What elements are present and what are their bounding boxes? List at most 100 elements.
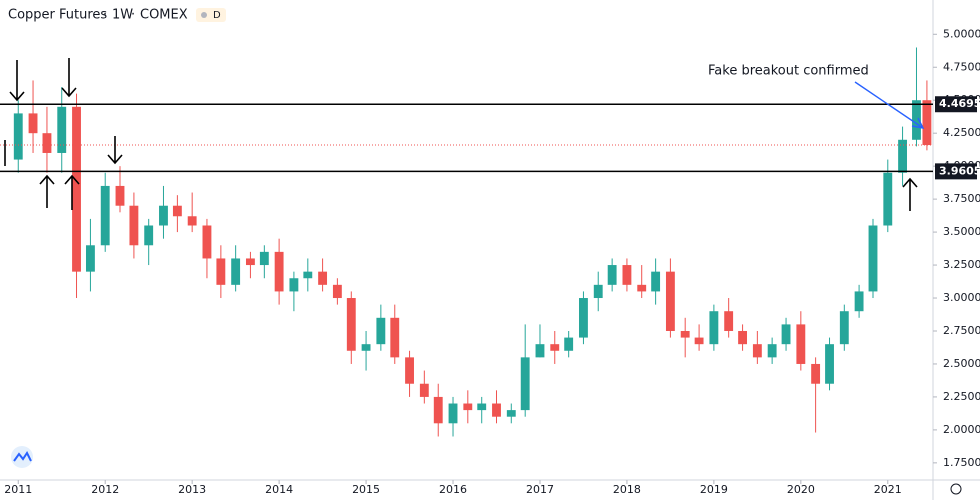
candle-body [361,344,371,351]
candle-body [680,330,690,338]
candle-body [564,337,574,351]
candle-body [781,324,791,345]
settings-icon[interactable] [950,483,962,495]
badge-dot [201,12,207,18]
candle-body [303,271,313,279]
overlay: Copper Futures · 1W · COMEX D Fake break… [4,8,962,495]
annotation-arrow [854,81,925,129]
y-tick-label: 2.0000 [943,423,980,436]
candle-body [289,278,299,292]
x-tick-label: 2018 [613,483,641,496]
interval: 1W [112,8,133,23]
y-tick-label: 3.0000 [943,291,980,304]
candle-body [694,337,704,345]
badge: D [213,10,221,21]
annotation: Fake breakout confirmed [708,64,869,79]
y-tick-label: 3.7500 [943,192,980,205]
candle-body [332,284,342,299]
candle-body [912,100,921,140]
x-tick-label: 2013 [178,483,206,496]
candle-body [159,205,168,226]
candle-body [637,284,647,292]
plot: 1.7500 2.0000 2.2500 2.5000 2.7500 3.0000 3.25… [0,27,980,496]
candle-body [318,271,328,285]
candle-body [274,251,284,292]
candle-body [492,403,501,417]
candle-body [433,396,443,424]
candle-body [100,185,110,246]
candle-body [550,344,560,351]
candle-body [854,291,864,312]
level-label: 4.4695 [939,97,980,110]
candle-body [752,344,762,358]
candle-body [535,344,545,358]
candle-body [390,317,400,358]
y-tick-label: 3.2500 [943,258,980,271]
candle-body [593,284,603,299]
down-arrow [9,60,25,102]
y-tick-label: 5.0000 [943,27,980,40]
level-label: 3.9605 [939,164,980,177]
candle-body [796,324,806,364]
up-arrow [902,177,918,211]
candle-body [506,410,516,417]
candle-body [28,113,38,134]
candle-body [738,330,748,345]
candle-body [811,363,821,384]
candle-body [767,344,777,358]
y-tick-label: 4.2500 [943,126,980,139]
y-tick-label: 2.2500 [943,390,980,403]
y-tick-label: 2.5000 [943,357,980,370]
candle-body [825,344,834,384]
candle-body [579,298,588,338]
candle-body [883,172,893,226]
candle-body [57,106,67,153]
candle-body [448,403,458,424]
candle-body [202,225,212,259]
y-tick-label: 1.7500 [943,456,980,469]
candle-body [868,225,878,292]
candle-body [231,258,241,285]
down-arrow [107,136,123,165]
x-tick-label: 2015 [352,483,380,496]
candle-body [376,317,386,345]
x-tick-label: 2014 [265,483,293,496]
candle-body [245,258,255,266]
x-tick-label: 2012 [91,483,119,496]
candle-body [259,251,269,266]
candle-body [839,311,849,345]
candle-body [651,271,661,292]
candle-body [463,403,473,411]
candle-body [477,403,487,411]
candle-body [346,298,356,351]
candle-body [724,311,734,331]
level-label-box [935,163,977,180]
candle-body [172,205,182,217]
candle-body [607,265,617,285]
candle-body [144,225,154,246]
up-arrow [39,174,55,208]
up-arrow [64,174,80,210]
candle-body [419,383,429,397]
logo-mark [13,451,32,462]
y-tick-label: 2.7500 [943,324,980,337]
candle-body [13,113,23,160]
down-arrow [61,58,77,98]
candle-body [898,139,908,173]
candle-body [72,106,81,272]
candle-body [42,133,52,153]
candle-body [922,100,932,146]
candle-body [709,311,719,345]
candle-body [665,271,675,331]
x-tick-label: 2021 [874,483,902,496]
candle-body [216,258,226,285]
exchange: COMEX [140,8,188,23]
candle-body [115,185,125,206]
y-tick-label: 3.5000 [943,225,980,238]
x-tick-label: 2016 [439,483,467,496]
badge-box[interactable] [196,8,226,22]
x-tick-label: 2020 [787,483,815,496]
x-tick-label: 2011 [4,483,32,496]
